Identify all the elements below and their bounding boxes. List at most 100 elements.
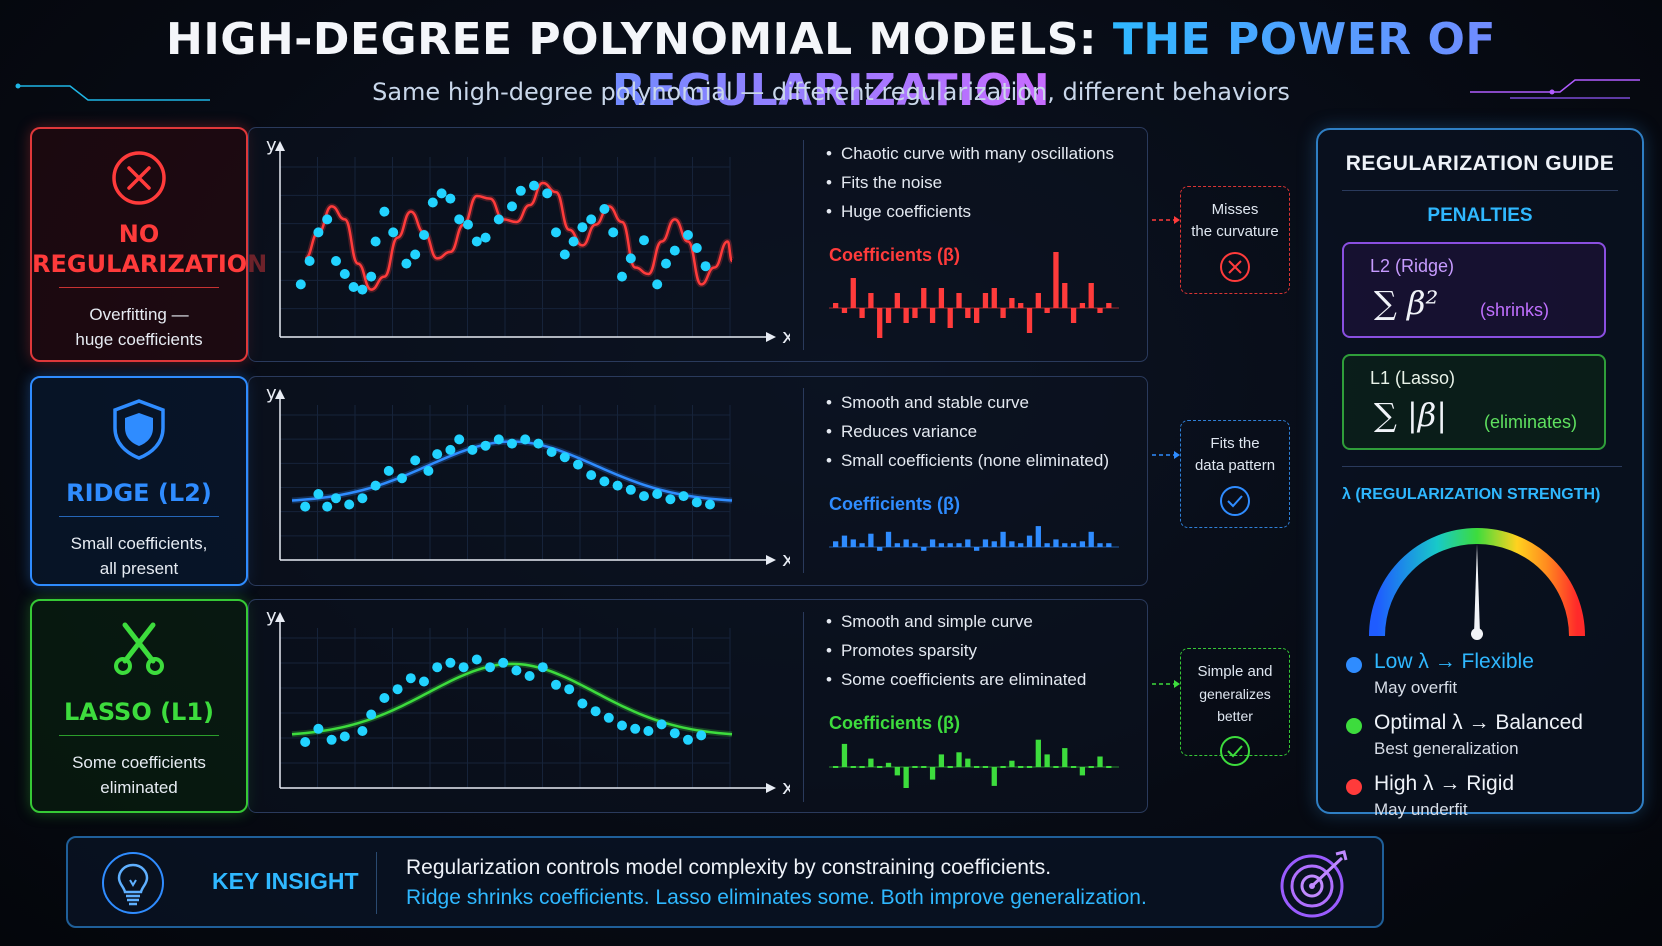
data-point: [511, 665, 522, 676]
data-point: [617, 720, 627, 731]
coef-bar: [1097, 543, 1103, 547]
legend-dot: [1346, 657, 1362, 673]
data-point: [313, 489, 324, 499]
data-point: [652, 279, 663, 290]
coef-bar: [1062, 283, 1068, 308]
data-point: [573, 459, 583, 470]
coef-bar: [1088, 283, 1094, 308]
coef-bar: [1097, 756, 1103, 767]
callout-line2: data pattern: [1194, 457, 1276, 474]
data-point: [370, 480, 381, 491]
coef-bar: [903, 539, 909, 547]
coef-bar: [1088, 531, 1094, 547]
data-point: [612, 480, 623, 491]
coef-bar: [1053, 766, 1059, 768]
coef-bar: [833, 303, 839, 308]
coef-bar: [833, 541, 839, 547]
insight-label: KEY INSIGHT: [212, 868, 359, 894]
data-point: [401, 258, 412, 269]
coef-bar: [929, 308, 936, 323]
coef-bar: [965, 308, 971, 318]
data-point: [643, 726, 654, 736]
data-point: [625, 253, 636, 264]
data-point: [577, 698, 588, 709]
bullets-ridge: Smooth and stable curve Reduces variance…: [826, 393, 1109, 480]
divider: [59, 516, 219, 517]
coef-bar: [850, 278, 856, 308]
data-point: [331, 493, 341, 504]
coef-title: Coefficients (β): [829, 245, 960, 265]
row-label-lasso: LASSO (L1) Some coefficients eliminated: [30, 599, 248, 813]
data-point: [691, 497, 702, 508]
coef-bars-lasso: [829, 739, 1119, 788]
coef-bar: [1070, 308, 1077, 323]
data-point: [485, 662, 495, 673]
coef-bar: [1053, 252, 1059, 308]
y-axis-label: y: [266, 606, 277, 627]
coef-bar: [982, 293, 989, 308]
x-axis-label: x: [782, 324, 790, 348]
data-point: [366, 271, 377, 282]
coef-bar: [1070, 766, 1077, 768]
coef-bar: [1000, 766, 1006, 768]
data-point: [656, 719, 667, 730]
data-point: [529, 180, 539, 191]
lambda-gauge: [1369, 528, 1585, 640]
coef-bar: [965, 758, 971, 767]
l1-formula: ∑ |β|: [1374, 396, 1448, 434]
bullet-item: Smooth and simple curve: [826, 612, 1086, 641]
data-point: [436, 188, 447, 199]
callout-arrows: [1152, 216, 1180, 688]
coef-bar: [1106, 303, 1112, 308]
coef-bar: [1088, 766, 1094, 768]
callout-line1: Misses: [1211, 201, 1259, 218]
page-title: HIGH-DEGREE POLYNOMIAL MODELS: THE POWER…: [0, 14, 1662, 116]
data-point: [344, 499, 355, 510]
x-circle-icon: [112, 151, 166, 205]
data-point: [608, 227, 619, 238]
l2-formula: ∑ β²: [1374, 284, 1439, 322]
row-desc-line1: Overfitting —: [89, 305, 189, 324]
coef-bar: [868, 293, 874, 308]
data-point: [515, 185, 526, 196]
row-title-line1: NO: [118, 220, 160, 248]
check-circle-icon: [1220, 736, 1250, 766]
data-point: [665, 494, 676, 505]
gauge-needle: [1471, 544, 1483, 640]
data-point: [445, 657, 456, 668]
data-point: [410, 455, 421, 466]
y-axis-arrow: [275, 141, 285, 151]
data-point: [471, 654, 482, 665]
separator: [803, 140, 804, 350]
l1-penalty-box: L1 (Lasso) ∑ |β| (eliminates): [1342, 354, 1606, 450]
data-point: [300, 501, 311, 512]
data-point: [568, 236, 579, 247]
x-axis-arrow: [766, 332, 776, 342]
data-point: [586, 470, 597, 481]
data-point: [480, 440, 491, 451]
data-point: [700, 261, 711, 272]
coef-bar: [991, 541, 997, 547]
coef-bar: [868, 533, 874, 547]
data-point: [625, 484, 636, 495]
row-desc-line2: eliminated: [100, 778, 178, 797]
coef-bar: [1062, 543, 1068, 547]
legend-sub: May overfit: [1374, 678, 1458, 697]
data-point: [357, 493, 368, 504]
data-point: [683, 734, 693, 745]
data-point: [445, 444, 456, 455]
coef-title: Coefficients (β): [829, 713, 960, 733]
divider: [59, 287, 219, 288]
coef-bar: [1035, 739, 1041, 767]
data-point: [661, 258, 671, 269]
coef-bar: [1044, 308, 1050, 313]
coef-bar: [956, 543, 962, 547]
row-title: LASSO (L1): [63, 698, 215, 726]
coef-bar: [982, 766, 989, 768]
x-axis-arrow: [766, 783, 776, 793]
data-point: [419, 230, 429, 240]
data-point: [669, 728, 680, 739]
bullet-item: Smooth and stable curve: [826, 393, 1109, 422]
row-title: RIDGE (L2): [66, 479, 212, 507]
coef-bar: [982, 539, 989, 547]
